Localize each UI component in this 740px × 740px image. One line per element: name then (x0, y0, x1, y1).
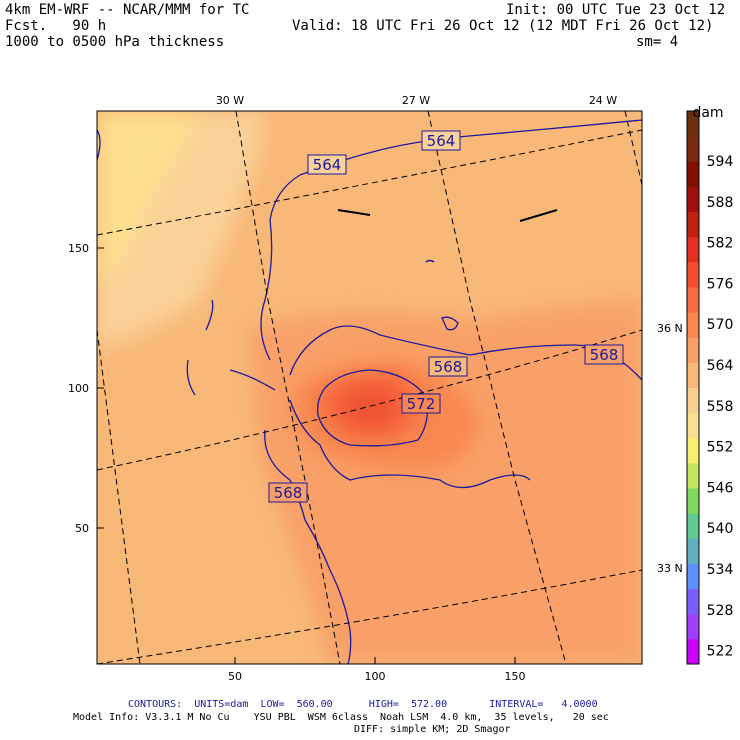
colorbar-swatch (687, 161, 699, 187)
colorbar-swatch (687, 111, 699, 137)
colorbar-swatch (687, 337, 699, 363)
colorbar-labels: 594 588 582 576 570 564 558 552 546 540 534 528 522 (707, 154, 734, 660)
colorbar-swatch (687, 211, 699, 238)
colorbar-swatch (687, 261, 699, 288)
colorbar-swatch (687, 136, 699, 162)
colorbar-swatch (687, 613, 699, 640)
colorbar-level-label: 534 (707, 562, 734, 578)
svg-text:568: 568 (434, 358, 463, 376)
colorbar-level-label: 546 (707, 480, 734, 496)
x-tick-label: 50 (228, 670, 242, 683)
colorbar-frame (686, 110, 700, 665)
thickness-field (97, 111, 642, 664)
colorbar-level-label: 576 (707, 276, 734, 292)
contour-label-boxes: 564 564 568 568 572 568 (268, 130, 624, 503)
forecast-hour: Fcst. 90 h (5, 18, 107, 34)
colorbar (686, 110, 700, 665)
svg-text:564: 564 (427, 132, 456, 150)
lat-label-36n: 36 N (657, 322, 683, 335)
valid-time: Valid: 18 UTC Fri 26 Oct 12 (12 MDT Fri … (292, 18, 714, 34)
colorbar-swatch (687, 286, 699, 313)
colorbar-level-label: 552 (707, 440, 734, 456)
contours-info: CONTOURS: UNITS=dam LOW= 560.00 HIGH= 57… (128, 699, 598, 710)
wind-barbs (337, 209, 558, 222)
colorbar-level-label: 570 (707, 317, 734, 333)
init-time: Init: 00 UTC Tue 23 Oct 12 (506, 2, 726, 18)
colorbar-swatch (687, 462, 699, 489)
contour-lines (97, 119, 642, 664)
axis-ticks (97, 247, 516, 664)
colorbar-level-label: 558 (707, 399, 734, 415)
colorbar-level-label: 594 (707, 154, 734, 170)
colorbar-level-label: 588 (707, 195, 734, 211)
colorbar-level-label: 528 (707, 603, 734, 619)
colorbar-swatch (687, 362, 699, 388)
colorbar-swatch (687, 236, 699, 263)
colorbar-swatch (687, 387, 699, 414)
lon-label-27w: 27 W (402, 94, 430, 107)
colorbar-level-label: 582 (707, 236, 734, 252)
y-tick-label: 50 (75, 522, 89, 535)
colorbar-unit: dam (692, 105, 723, 121)
colorbar-swatch (687, 538, 699, 564)
colorbar-swatch (687, 186, 699, 213)
contour-label: 564 (421, 130, 461, 151)
diff-info: DIFF: simple KM; 2D Smagor (354, 724, 511, 735)
svg-text:568: 568 (590, 346, 619, 364)
colorbar-swatch (687, 412, 699, 439)
contour-label: 572 (401, 393, 441, 414)
model-title: 4km EM-WRF -- NCAR/MMM for TC (5, 2, 250, 18)
colorbar-swatch (687, 513, 699, 539)
x-tick-label: 100 (365, 670, 386, 683)
svg-text:564: 564 (313, 156, 342, 174)
colorbar-swatch (687, 488, 699, 514)
contour-label: 568 (584, 344, 624, 365)
lon-label-30w: 30 W (216, 94, 244, 107)
y-tick-label: 100 (68, 382, 89, 395)
colorbar-swatch (687, 638, 699, 665)
svg-text:572: 572 (407, 395, 436, 413)
y-tick-label: 150 (68, 242, 89, 255)
colorbar-swatch (687, 588, 699, 615)
svg-text:568: 568 (274, 484, 303, 502)
colorbar-level-label: 540 (707, 521, 734, 537)
lon-label-24w: 24 W (589, 94, 617, 107)
lat-label-33n: 33 N (657, 562, 683, 575)
colorbar-swatch (687, 312, 699, 338)
contour-label: 568 (268, 482, 308, 503)
contour-label: 564 (307, 154, 347, 175)
colorbar-swatch (687, 563, 699, 590)
colorbar-swatch (687, 437, 699, 464)
colorbar-level-label: 522 (707, 644, 734, 660)
graticule (97, 111, 642, 664)
contour-label: 568 (428, 356, 468, 377)
colorbar-level-label: 564 (707, 358, 734, 374)
field-name: 1000 to 0500 hPa thickness (5, 34, 225, 50)
model-info: Model Info: V3.3.1 M No Cu YSU PBL WSM 6… (73, 712, 609, 723)
smoothing-label: sm= 4 (636, 34, 679, 50)
x-tick-label: 150 (505, 670, 526, 683)
